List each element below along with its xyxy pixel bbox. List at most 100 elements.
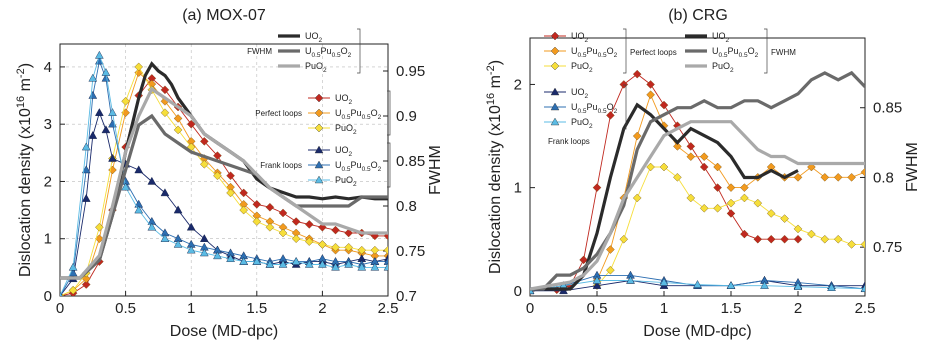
data-point-frank (81, 142, 91, 151)
data-point-perfect (699, 203, 709, 213)
data-point-perfect (173, 114, 183, 123)
data-point-perfect (619, 80, 629, 89)
data-point-frank (108, 108, 117, 116)
data-point-perfect (200, 137, 209, 146)
data-point-frank (252, 257, 262, 265)
legend-marker (314, 93, 324, 103)
y2-tick-label: 0.95 (396, 63, 425, 80)
legend-bracket (623, 84, 627, 130)
x-axis-label: Dose (MD-dpc) (643, 323, 751, 340)
y2-tick-label: 0.9 (396, 108, 417, 125)
legend-entry: PuO2 (335, 123, 357, 136)
data-point-frank (331, 262, 340, 271)
y-tick-label: 3 (44, 116, 52, 133)
x-tick-label: 0 (526, 300, 534, 317)
data-point-frank (134, 165, 144, 174)
data-point-perfect (820, 173, 830, 182)
legend-bracket (387, 142, 391, 188)
data-point-perfect (833, 234, 843, 244)
x-tick-label: 0 (56, 300, 64, 317)
data-point-perfect (766, 234, 776, 244)
data-point-perfect (252, 217, 262, 226)
data-point-perfect (726, 198, 736, 208)
legend-marker (550, 117, 560, 126)
legend-entry: U0.5Pu0.5O2 (571, 102, 618, 115)
legend-group-label: Frank loops (260, 161, 302, 170)
data-point-perfect (860, 167, 865, 177)
data-point-perfect (646, 162, 655, 172)
data-point-perfect (291, 234, 301, 244)
data-point-perfect (847, 173, 856, 182)
legend-entry: U0.5Pu0.5O2 (712, 46, 759, 59)
y2-tick-label: 0.8 (396, 198, 417, 215)
legend-marker (550, 87, 560, 96)
data-point-perfect (278, 208, 288, 218)
data-point-perfect (713, 203, 722, 213)
legend-group-label: FWHM (771, 48, 796, 57)
data-point-perfect (239, 205, 248, 215)
data-point-frank (659, 277, 669, 286)
data-point-perfect (344, 243, 353, 252)
data-point-perfect (699, 162, 709, 172)
series-line-frank-4 (60, 60, 388, 296)
data-point-perfect (673, 142, 682, 151)
x-tick-label: 0.5 (115, 300, 136, 317)
data-point-frank (147, 176, 157, 185)
plot-frame (529, 37, 866, 297)
y-tick-label: 1 (514, 180, 522, 197)
data-point-perfect (318, 240, 327, 249)
legend-frank: UO2 U0.5Pu0.5O2 PuO2 Frank loops (544, 84, 627, 146)
data-point-frank (95, 50, 104, 59)
series-line-frank-3 (60, 112, 388, 296)
data-point-frank (760, 281, 769, 289)
data-point-frank (88, 73, 98, 82)
legend-perfect: UO2 U0.5Pu0.5O2 PuO2 Perfect loops (544, 28, 677, 74)
series-line-fwhm-8 (60, 86, 388, 280)
legend-group-label: Perfect loops (630, 48, 677, 57)
data-point-perfect (252, 200, 262, 209)
x-tick-label: 2.5 (855, 300, 876, 317)
data-point-perfect (160, 85, 170, 95)
data-point-frank (239, 257, 249, 265)
data-point-frank (626, 275, 635, 284)
data-point-frank (160, 188, 170, 197)
data-point-perfect (213, 171, 222, 181)
data-point-frank (357, 262, 367, 271)
data-point-frank (265, 259, 275, 268)
legend-entry: PuO2 (305, 61, 327, 74)
data-point-perfect (780, 234, 789, 244)
data-point-perfect (833, 173, 843, 182)
data-point-frank (173, 239, 183, 248)
data-point-perfect (344, 228, 353, 238)
data-point-perfect (226, 171, 235, 181)
data-point-frank (199, 248, 209, 257)
legend-marker (314, 160, 324, 169)
y2-axis-label: FWHM (904, 142, 921, 192)
plot-area (60, 50, 388, 296)
x-tick-label: 2 (318, 300, 326, 317)
data-point-perfect (579, 255, 588, 265)
data-point-perfect (81, 280, 91, 289)
y-tick-label: 2 (44, 173, 52, 190)
data-point-frank (101, 125, 111, 134)
data-point-perfect (606, 265, 615, 275)
data-point-perfect (793, 173, 803, 182)
data-point-frank (81, 165, 91, 174)
legend-entry: U0.5Pu0.5O2 (335, 108, 382, 121)
data-point-perfect (780, 214, 789, 223)
data-point-perfect (753, 198, 763, 208)
legend-entry: U0.5Pu0.5O2 (571, 46, 618, 59)
data-point-perfect (291, 217, 301, 226)
data-point-perfect (632, 69, 642, 79)
data-point-frank (186, 222, 196, 231)
data-point-perfect (686, 142, 696, 151)
legend-entry: UO2 (335, 145, 353, 158)
data-point-perfect (160, 108, 170, 118)
chart-mox07: (a) MOX-07 0 0.5 1 1.5 2 2.5 0 1 2 3 4 0.7 0.75 0.8 0.8… (15, 7, 444, 340)
data-point-perfect (606, 245, 615, 254)
x-tick-label: 2.5 (378, 300, 399, 317)
legend-entry: U0.5Pu0.5O2 (335, 160, 382, 173)
y2-tick-label: 0.75 (396, 243, 425, 260)
data-point-perfect (686, 193, 696, 203)
data-point-perfect (331, 225, 340, 235)
